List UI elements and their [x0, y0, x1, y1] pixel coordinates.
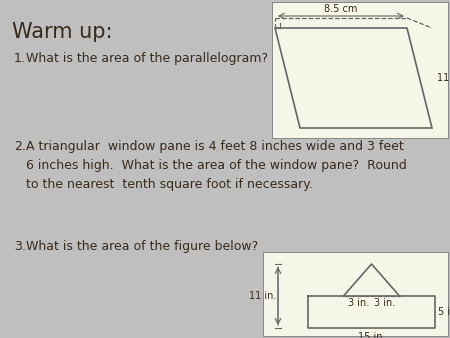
Text: 11.4 cm: 11.4 cm: [437, 73, 450, 83]
Text: 3 in.: 3 in.: [374, 298, 396, 308]
Text: A triangular  window pane is 4 feet 8 inches wide and 3 feet
6 inches high.  Wha: A triangular window pane is 4 feet 8 inc…: [26, 140, 407, 191]
Polygon shape: [275, 28, 432, 128]
Text: 15 in.: 15 in.: [358, 332, 385, 338]
Text: 3.: 3.: [14, 240, 26, 253]
FancyBboxPatch shape: [263, 252, 448, 336]
Text: Warm up:: Warm up:: [12, 22, 113, 42]
Text: What is the area of the figure below?: What is the area of the figure below?: [26, 240, 258, 253]
FancyBboxPatch shape: [272, 2, 448, 138]
Text: 11 in.: 11 in.: [248, 291, 276, 301]
Text: What is the area of the parallelogram?: What is the area of the parallelogram?: [26, 52, 268, 65]
Text: 1.: 1.: [14, 52, 26, 65]
Text: 3 in.: 3 in.: [347, 298, 369, 308]
Text: 8.5 cm: 8.5 cm: [324, 4, 358, 14]
Text: 2.: 2.: [14, 140, 26, 153]
Text: 5 in.: 5 in.: [438, 307, 450, 317]
